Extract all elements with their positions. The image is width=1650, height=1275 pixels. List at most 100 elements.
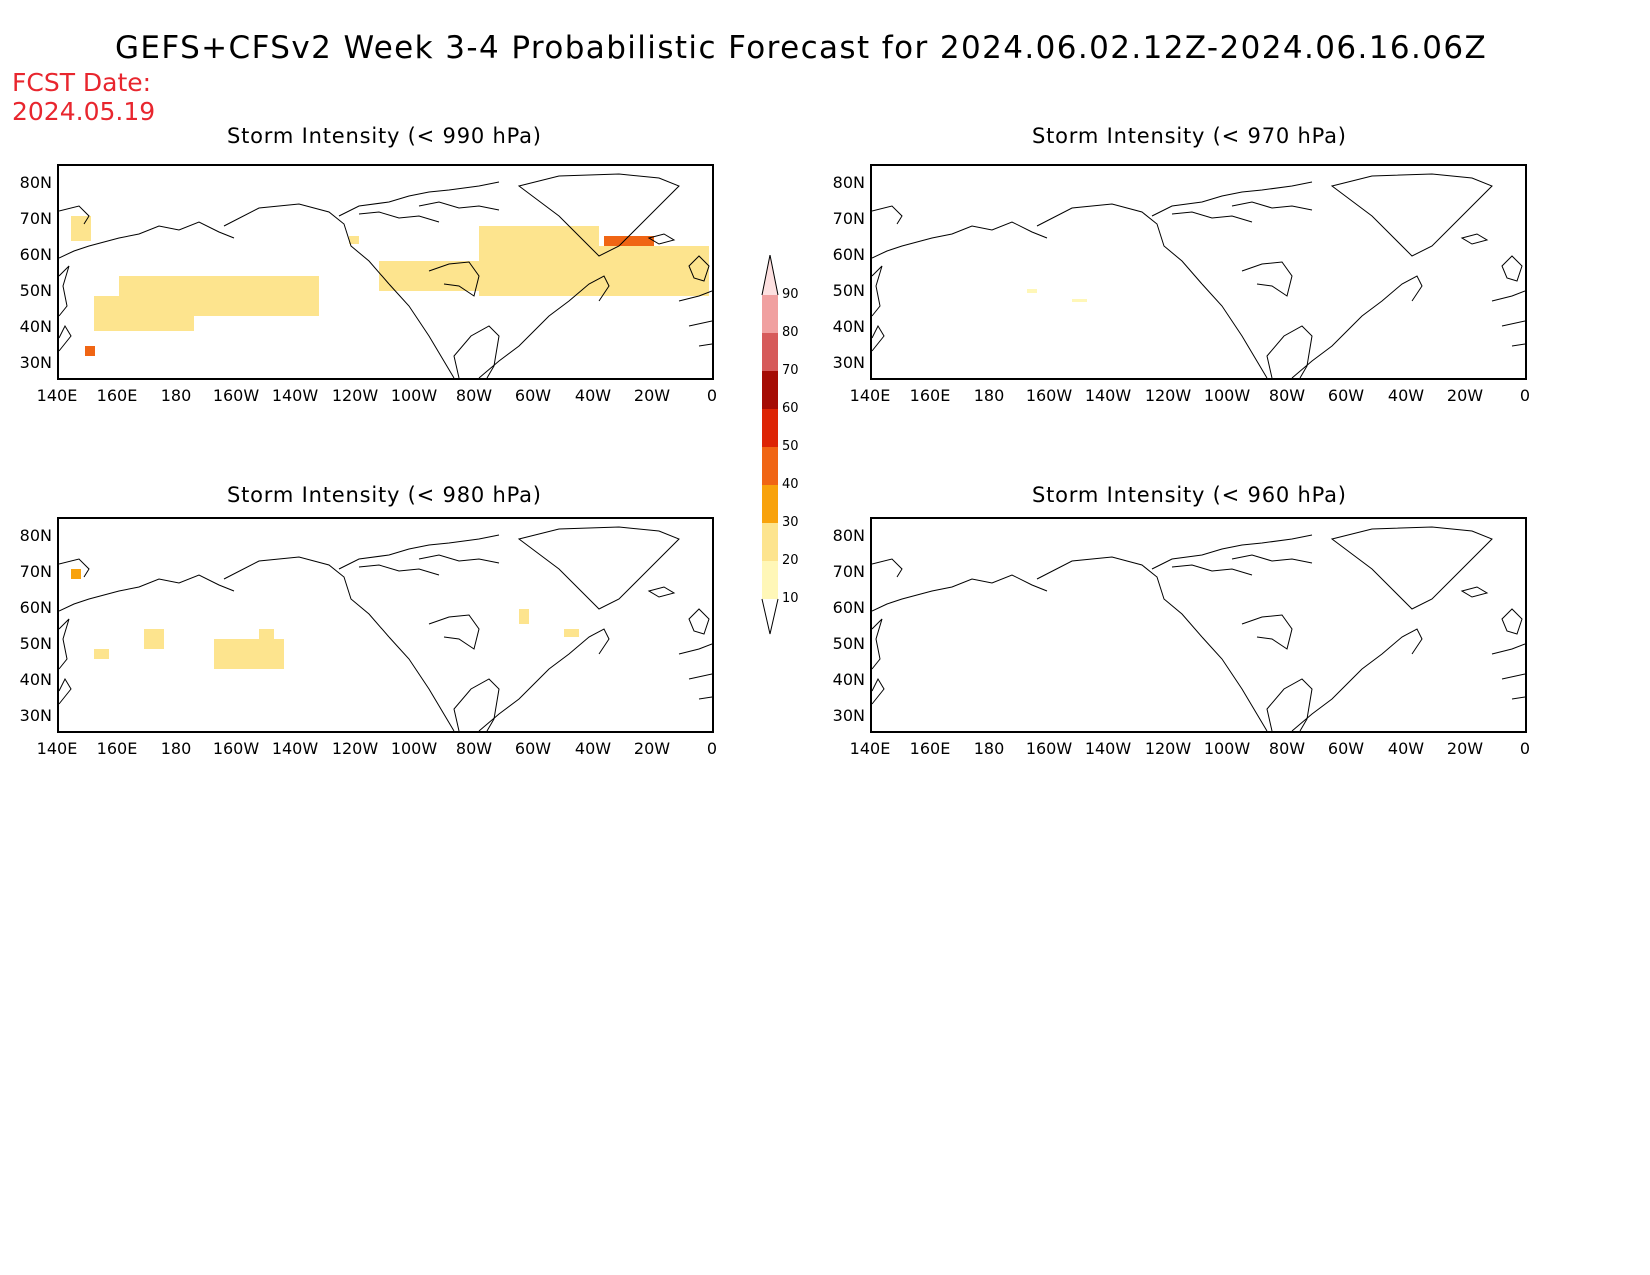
coastline	[59, 265, 70, 317]
lon-tick-label: 140E	[849, 739, 891, 758]
coastline	[478, 628, 610, 731]
colorbar-swatch	[762, 447, 778, 485]
probability-cell	[379, 261, 499, 291]
coastline	[223, 556, 390, 638]
coastline	[698, 696, 712, 700]
panel-title-980: Storm Intensity (< 980 hPa)	[227, 483, 542, 507]
coastline	[1151, 534, 1313, 570]
lon-tick-label: 140W	[271, 386, 319, 405]
lon-tick-label: 20W	[1446, 739, 1484, 758]
probability-cell	[1027, 289, 1037, 293]
map-svg-960	[872, 526, 1525, 731]
map-panel-990	[57, 164, 714, 380]
coastline	[872, 221, 1048, 259]
lon-tick-label: 100W	[390, 739, 438, 758]
coastline	[872, 205, 903, 225]
coastline	[428, 614, 480, 650]
coastline	[1036, 203, 1203, 285]
probability-cell	[94, 296, 194, 331]
lon-tick-label: 0	[706, 739, 718, 758]
probability-cell	[71, 216, 91, 241]
coastline	[59, 618, 70, 670]
coastline	[517, 173, 680, 257]
colorbar-swatch	[762, 295, 778, 333]
coastline	[1266, 325, 1313, 378]
lon-tick-label: 60W	[514, 386, 552, 405]
lon-tick-label: 180	[973, 739, 1005, 758]
lon-tick-label: 140E	[849, 386, 891, 405]
coastline	[1501, 608, 1523, 635]
lon-tick-label: 0	[1519, 739, 1531, 758]
coastline	[698, 343, 712, 347]
coastline	[688, 320, 712, 327]
lon-tick-label: 100W	[390, 386, 438, 405]
coastline	[418, 554, 500, 564]
map-panel-960	[870, 517, 1527, 733]
coastline	[1491, 643, 1525, 655]
colorbar-level-label: 50	[782, 439, 799, 454]
probability-cell	[214, 639, 284, 669]
lon-tick-label: 160W	[212, 739, 260, 758]
coastline	[59, 574, 235, 612]
lon-tick-label: 60W	[1327, 386, 1365, 405]
coastline	[1511, 696, 1525, 700]
lon-tick-label: 120W	[331, 739, 379, 758]
lon-tick-label: 160E	[96, 386, 138, 405]
colorbar-level-label: 70	[782, 363, 799, 378]
map-panel-970	[870, 164, 1527, 380]
lat-tick-label: 80N	[19, 526, 52, 545]
probability-cell	[349, 236, 359, 244]
lat-tick-label: 70N	[832, 562, 865, 581]
coastline	[872, 265, 883, 317]
panel-title-960: Storm Intensity (< 960 hPa)	[1032, 483, 1347, 507]
coastline	[338, 534, 500, 570]
coastline	[1201, 283, 1268, 378]
coastline	[59, 205, 90, 225]
lat-tick-label: 40N	[19, 670, 52, 689]
colorbar-level-label: 60	[782, 401, 799, 416]
lon-tick-label: 40W	[1387, 739, 1425, 758]
colorbar-level-label: 30	[782, 515, 799, 530]
lat-tick-label: 60N	[19, 245, 52, 264]
colorbar-swatch	[762, 561, 778, 599]
lon-tick-label: 80W	[455, 386, 493, 405]
coastline	[872, 574, 1048, 612]
lon-tick-label: 180	[160, 386, 192, 405]
lon-tick-label: 40W	[574, 386, 612, 405]
lat-tick-label: 50N	[19, 634, 52, 653]
coastline	[59, 221, 235, 259]
probability-cell	[1072, 299, 1087, 302]
lon-tick-label: 160E	[909, 739, 951, 758]
lat-tick-label: 70N	[832, 209, 865, 228]
panel-title-990: Storm Intensity (< 990 hPa)	[227, 124, 542, 148]
lon-tick-label: 100W	[1203, 386, 1251, 405]
probability-cell	[519, 609, 529, 624]
coastline	[358, 211, 440, 223]
lon-tick-label: 0	[706, 386, 718, 405]
coastline	[453, 325, 500, 378]
probability-cell	[144, 629, 164, 649]
colorbar-level-label: 80	[782, 325, 799, 340]
coastline	[1036, 556, 1203, 638]
lon-tick-label: 40W	[1387, 386, 1425, 405]
coastline	[1460, 586, 1489, 598]
lon-tick-label: 120W	[1144, 386, 1192, 405]
lon-tick-label: 0	[1519, 386, 1531, 405]
lat-tick-label: 40N	[19, 317, 52, 336]
colorbar-level-label: 10	[782, 591, 799, 606]
lon-tick-label: 100W	[1203, 739, 1251, 758]
coastline	[1241, 261, 1293, 297]
colorbar-swatch	[762, 409, 778, 447]
coastline	[688, 255, 710, 282]
lon-tick-label: 120W	[331, 386, 379, 405]
coastline	[478, 275, 610, 378]
coastline	[223, 203, 390, 285]
coastline	[388, 636, 455, 731]
lon-tick-label: 160E	[96, 739, 138, 758]
lat-tick-label: 40N	[832, 317, 865, 336]
lat-tick-label: 50N	[832, 634, 865, 653]
lon-tick-label: 180	[973, 386, 1005, 405]
map-svg-990	[59, 173, 712, 378]
coastline	[647, 233, 676, 245]
colorbar-level-label: 90	[782, 287, 799, 302]
